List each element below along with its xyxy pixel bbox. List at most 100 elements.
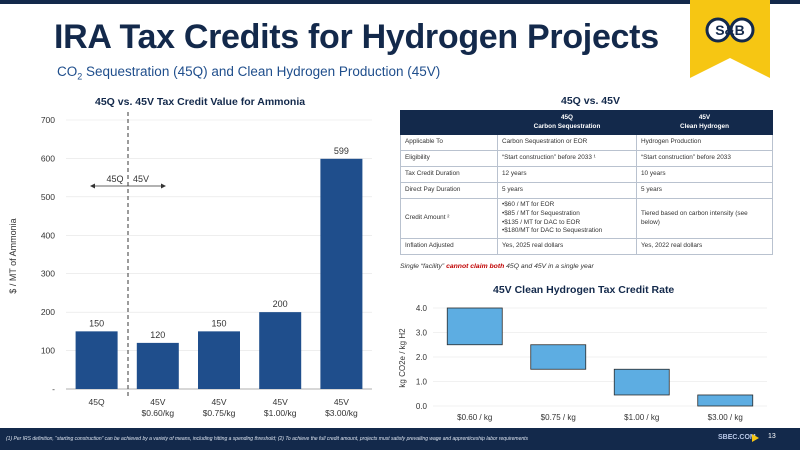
table-row: Direct Pay Duration 5 years 5 years bbox=[400, 182, 773, 200]
comparison-table: 45Q Carbon Sequestration 45V Clean Hydroge… bbox=[400, 109, 773, 255]
logo-text: S&B bbox=[715, 22, 745, 38]
row-label: Inflation Adjusted bbox=[400, 237, 498, 255]
y-tick-label: 0.0 bbox=[416, 402, 428, 411]
x-tick-label: $1.00 / kg bbox=[624, 413, 659, 422]
data-label: 200 bbox=[273, 299, 288, 309]
y-tick-label: 500 bbox=[41, 192, 55, 202]
arrow-right-icon bbox=[752, 434, 759, 442]
x-tick-label: $0.75/kg bbox=[203, 408, 236, 418]
h2-range-bar bbox=[446, 307, 503, 346]
divider-label-45q: 45Q bbox=[106, 174, 123, 184]
data-label: 150 bbox=[211, 318, 226, 328]
table-header-45q: 45Q Carbon Sequestration bbox=[497, 109, 637, 136]
row-label: Eligibility bbox=[400, 150, 498, 168]
row-label: Applicable To bbox=[400, 134, 498, 152]
y-tick-label: 3.0 bbox=[416, 329, 428, 338]
cell-45v: Hydrogen Production bbox=[636, 134, 773, 152]
footnote: (1) Per IRS definition, “starting constr… bbox=[6, 436, 529, 442]
note-suffix: 45Q and 45V in a single year bbox=[504, 263, 594, 270]
hydrogen-rate-chart: 0.0 1.0 2.0 3.0 4.0 $0.60 / kg $0.75 / kg $1.0… bbox=[398, 304, 767, 422]
data-label: 599 bbox=[334, 146, 349, 156]
list-item: $85 / MT for Sequestration bbox=[502, 210, 632, 219]
divider-arrow-left-head bbox=[90, 183, 95, 189]
row-label: Tax Credit Duration bbox=[400, 166, 498, 184]
cell-45q: Yes, 2025 real dollars bbox=[497, 237, 637, 255]
table-row: Credit Amount ² $60 / MT for EOR $85 / M… bbox=[400, 198, 773, 239]
cell-45v: 5 years bbox=[636, 182, 773, 200]
list-item: $135 / MT for DAC to EOR bbox=[502, 219, 632, 228]
x-tick-label: $3.00/kg bbox=[325, 408, 358, 418]
comparison-title: 45Q vs. 45V bbox=[561, 95, 620, 107]
y-tick-label: - bbox=[52, 384, 55, 394]
x-tick-label: $0.60 / kg bbox=[457, 413, 492, 422]
table-row: Eligibility “Start construction” before … bbox=[400, 150, 773, 168]
x-tick-label: 45Q bbox=[89, 397, 105, 407]
header-45v-code: 45V bbox=[698, 114, 711, 121]
x-tick-label: 45V bbox=[150, 397, 165, 407]
cell-45v: Tiered based on carbon intensity (see be… bbox=[636, 198, 773, 239]
table-header-row: 45Q Carbon Sequestration 45V Clean Hydroge… bbox=[400, 109, 773, 136]
h2-y-label: kg CO2e / kg H2 bbox=[398, 328, 407, 388]
x-tick-label: 45V bbox=[273, 397, 288, 407]
cell-45v: 10 years bbox=[636, 166, 773, 184]
list-item: $180/MT for DAC to Sequestration bbox=[502, 227, 632, 236]
company-logo: S&B bbox=[690, 0, 770, 78]
table-row: Inflation Adjusted Yes, 2025 real dollar… bbox=[400, 237, 773, 255]
row-label: Direct Pay Duration bbox=[400, 182, 498, 200]
cell-45v: “Start construction” before 2033 bbox=[636, 150, 773, 168]
ammonia-chart-title: 45Q vs. 45V Tax Credit Value for Ammonia bbox=[95, 96, 306, 108]
ammonia-bar bbox=[198, 331, 240, 389]
x-tick-label: $0.60/kg bbox=[141, 408, 174, 418]
y-tick-label: 4.0 bbox=[416, 304, 428, 313]
table-row: Applicable To Carbon Sequestration or EO… bbox=[400, 134, 773, 152]
website-link[interactable]: SBEC.COM bbox=[718, 434, 756, 441]
ammonia-bar bbox=[136, 342, 179, 389]
cell-45q: $60 / MT for EOR $85 / MT for Sequestrat… bbox=[497, 198, 637, 239]
h2-range-bar bbox=[613, 368, 670, 396]
ammonia-y-label: $ / MT of Ammonia bbox=[8, 218, 18, 293]
ammonia-bar bbox=[320, 158, 363, 389]
x-tick-label: $3.00 / kg bbox=[708, 413, 743, 422]
facility-note: Single “facility” cannot claim both 45Q … bbox=[400, 263, 594, 270]
cell-45v: Yes, 2022 real dollars bbox=[636, 237, 773, 255]
cell-45q: 12 years bbox=[497, 166, 637, 184]
h2-range-bar bbox=[697, 394, 754, 407]
table-header-45v: 45V Clean Hydrogen bbox=[636, 109, 773, 136]
header-45q-code: 45Q bbox=[560, 114, 574, 121]
table-header-blank bbox=[400, 109, 498, 136]
y-tick-label: 100 bbox=[41, 346, 55, 356]
divider-arrow-right-head bbox=[161, 183, 166, 189]
note-emphasis: cannot claim both bbox=[446, 263, 505, 270]
hydrogen-chart-title: 45V Clean Hydrogen Tax Credit Rate bbox=[493, 284, 675, 296]
header-45v-name: Clean Hydrogen bbox=[679, 122, 729, 130]
ammonia-bar bbox=[259, 312, 302, 389]
y-tick-label: 400 bbox=[41, 230, 55, 240]
y-tick-label: 2.0 bbox=[416, 353, 428, 362]
ammonia-bars bbox=[75, 158, 363, 389]
x-tick-label: $1.00/kg bbox=[264, 408, 297, 418]
x-tick-label: $0.75 / kg bbox=[541, 413, 576, 422]
logo-yellow-banner bbox=[690, 0, 770, 78]
logo-left-ring bbox=[705, 17, 731, 43]
note-prefix: Single “facility” bbox=[400, 263, 447, 270]
x-tick-label: 45V bbox=[334, 397, 349, 407]
header-45q-name: Carbon Sequestration bbox=[533, 122, 601, 130]
footer-bar bbox=[0, 428, 800, 450]
credit-amount-list: $60 / MT for EOR $85 / MT for Sequestrat… bbox=[502, 201, 632, 236]
h2-bars: $0.60 / kg $0.75 / kg $1.00 / kg $3.00 / kg bbox=[446, 307, 754, 422]
y-tick-label: 300 bbox=[41, 269, 55, 279]
y-tick-label: 600 bbox=[41, 153, 55, 163]
ammonia-labels: 15045Q12045V$0.60/kg15045V$0.75/kg20045V… bbox=[89, 146, 358, 418]
subtitle-subscript: 2 bbox=[77, 71, 83, 82]
ammonia-bar bbox=[75, 331, 118, 389]
page-number: 13 bbox=[768, 433, 776, 440]
list-item: $60 / MT for EOR bbox=[502, 201, 632, 210]
y-tick-label: 700 bbox=[41, 115, 55, 125]
cell-45q: Carbon Sequestration or EOR bbox=[497, 134, 637, 152]
top-accent-bar bbox=[0, 0, 800, 4]
logo-right-ring bbox=[729, 17, 755, 43]
data-label: 120 bbox=[150, 330, 165, 340]
slide-subtitle: CO2 Sequestration (45Q) and Clean Hydrog… bbox=[57, 64, 440, 82]
cell-45q: 5 years bbox=[497, 182, 637, 200]
